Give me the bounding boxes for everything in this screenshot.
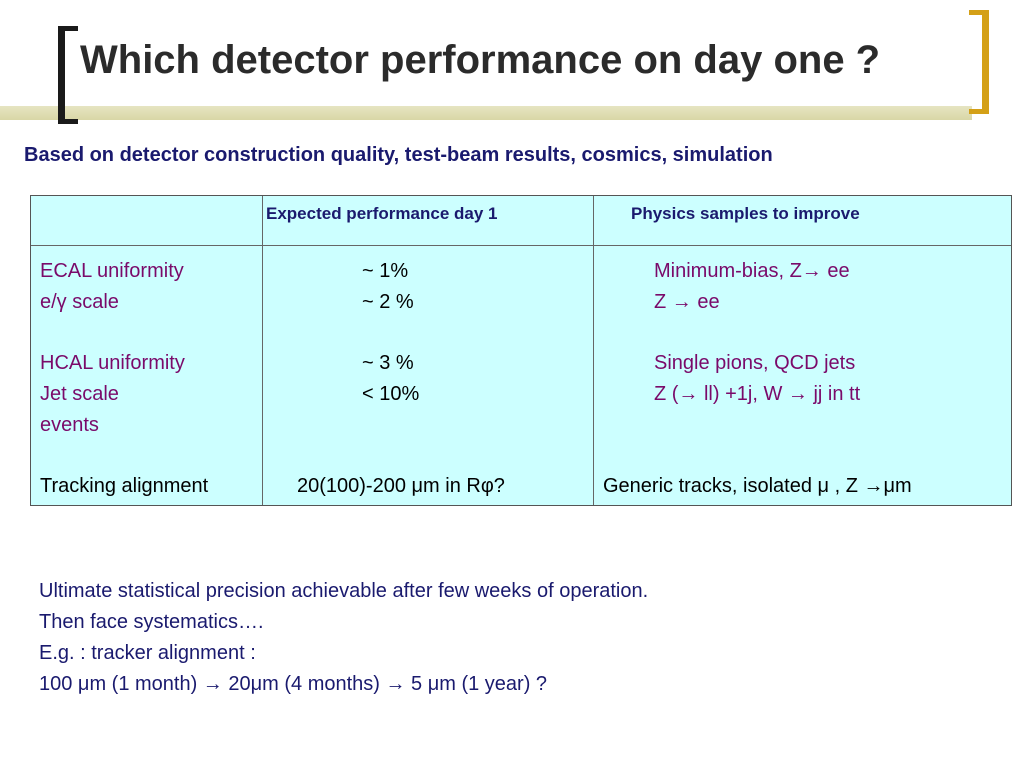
row-expected-tracking-alignment: 20(100)-200 μm in Rφ? [297,475,505,497]
column-divider-2 [593,196,594,505]
row-samples-tracking-alignment: Generic tracks, isolated μ , Z →μm [603,475,912,497]
row-label-egamma-scale: e/γ scale [40,291,119,313]
row-expected-hcal-uniformity: ~ 3 % [362,352,414,374]
row-expected-jet-scale: < 10% [362,383,420,405]
row-label-jet-scale: Jet scale [40,383,119,405]
row-samples-ecal-uniformity: Minimum-bias, Z→ ee [654,260,850,282]
row-label-tracking-alignment: Tracking alignment [40,475,209,497]
right-bracket-decoration [969,10,989,114]
performance-table: Expected performance day 1 Physics sampl… [30,195,1012,506]
row-samples-hcal-uniformity: Single pions, QCD jets [654,352,856,374]
slide-title: Which detector performance on day one ? [80,38,881,82]
header-expected-performance: Expected performance day 1 [266,204,498,223]
title-underline-band [0,106,972,120]
row-label-events: events [40,414,99,436]
left-bracket-decoration [58,26,78,124]
header-divider [31,245,1011,246]
row-expected-ecal-uniformity: ~ 1% [362,260,409,282]
note-line-1: Ultimate statistical precision achievabl… [39,580,649,602]
slide-subtitle: Based on detector construction quality, … [24,144,773,166]
notes-block: Ultimate statistical precision achievabl… [39,576,648,700]
note-line-4: 100 μm (1 month) → 20μm (4 months) → 5 μ… [39,673,548,695]
row-label-ecal-uniformity: ECAL uniformity [40,260,184,282]
column-divider-1 [262,196,263,505]
row-expected-egamma-scale: ~ 2 % [362,291,414,313]
header-physics-samples: Physics samples to improve [631,204,860,223]
row-label-hcal-uniformity: HCAL uniformity [40,352,185,374]
note-line-3: E.g. : tracker alignment : [39,642,256,664]
note-line-2: Then face systematics…. [39,611,264,633]
row-samples-jet-scale: Z (→ ll) +1j, W → jj in tt [654,383,861,405]
row-samples-egamma-scale: Z → ee [654,291,720,313]
